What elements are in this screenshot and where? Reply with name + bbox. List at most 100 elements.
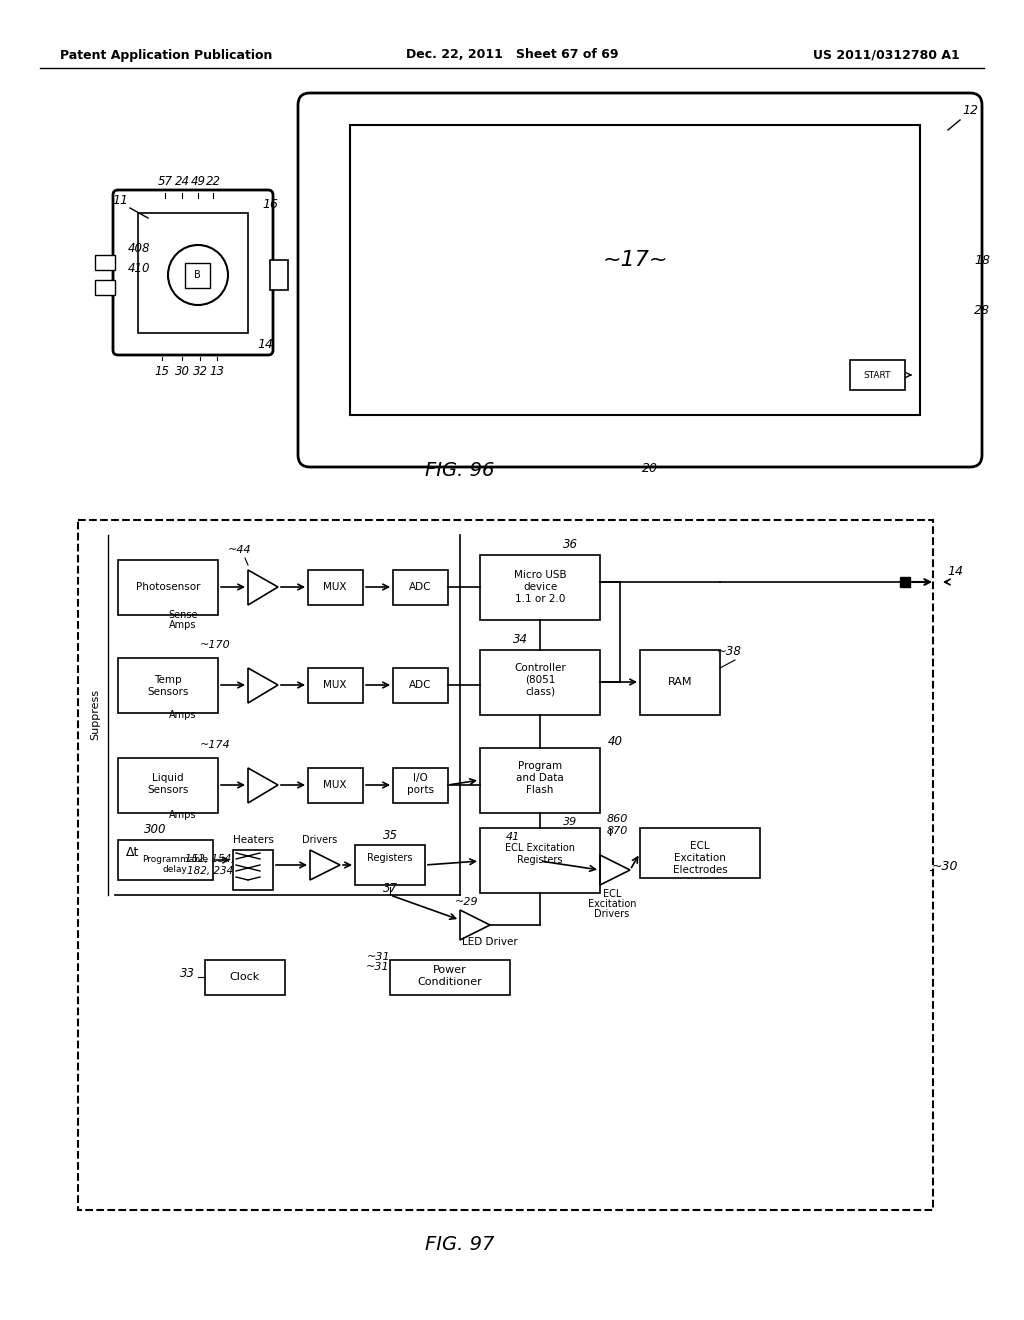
Text: Electrodes: Electrodes — [673, 865, 727, 875]
Text: Amps: Amps — [169, 620, 197, 630]
Text: 33: 33 — [180, 968, 195, 979]
Text: Heaters: Heaters — [232, 836, 273, 845]
Text: class): class) — [525, 686, 555, 697]
Text: Registers: Registers — [517, 855, 563, 865]
FancyBboxPatch shape — [480, 554, 600, 620]
Text: 37: 37 — [383, 882, 397, 895]
FancyBboxPatch shape — [393, 570, 449, 605]
Text: ~38: ~38 — [717, 645, 742, 657]
FancyBboxPatch shape — [640, 828, 760, 878]
Text: 16: 16 — [262, 198, 278, 211]
Text: 18: 18 — [974, 253, 990, 267]
FancyBboxPatch shape — [393, 768, 449, 803]
Text: 14: 14 — [257, 338, 273, 351]
Text: Temp: Temp — [155, 675, 182, 685]
Text: RAM: RAM — [668, 677, 692, 686]
Text: Clock: Clock — [229, 972, 260, 982]
Text: 28: 28 — [974, 304, 990, 317]
FancyBboxPatch shape — [393, 668, 449, 704]
Text: ports: ports — [407, 785, 433, 795]
Text: ECL: ECL — [690, 841, 710, 851]
FancyBboxPatch shape — [138, 213, 248, 333]
Text: Δt: Δt — [126, 846, 139, 858]
Text: 15: 15 — [155, 366, 170, 378]
Text: Patent Application Publication: Patent Application Publication — [60, 49, 272, 62]
Text: Program: Program — [518, 762, 562, 771]
Text: 408: 408 — [128, 242, 150, 255]
FancyBboxPatch shape — [118, 758, 218, 813]
Text: Drivers: Drivers — [594, 909, 630, 919]
Text: Programmable: Programmable — [142, 855, 208, 865]
FancyBboxPatch shape — [95, 280, 115, 294]
Text: Amps: Amps — [169, 810, 197, 820]
Text: (8051: (8051 — [525, 675, 555, 685]
Text: Amps: Amps — [169, 710, 197, 719]
Text: Sensors: Sensors — [147, 686, 188, 697]
FancyBboxPatch shape — [95, 255, 115, 271]
Text: Excitation: Excitation — [588, 899, 636, 909]
FancyBboxPatch shape — [480, 748, 600, 813]
Text: 24: 24 — [174, 176, 189, 187]
Text: 12: 12 — [962, 103, 978, 116]
Text: and Data: and Data — [516, 774, 564, 783]
FancyBboxPatch shape — [480, 828, 600, 894]
Text: ~30: ~30 — [932, 861, 958, 873]
FancyBboxPatch shape — [308, 668, 362, 704]
FancyBboxPatch shape — [78, 520, 933, 1210]
Text: Registers: Registers — [368, 853, 413, 863]
FancyBboxPatch shape — [113, 190, 273, 355]
Text: 860: 860 — [606, 814, 628, 824]
FancyBboxPatch shape — [355, 845, 425, 884]
Text: Suppress: Suppress — [90, 689, 100, 741]
Text: 36: 36 — [562, 539, 578, 550]
Text: ECL Excitation: ECL Excitation — [505, 843, 575, 853]
Text: 182, 234: 182, 234 — [186, 866, 233, 876]
Text: 57: 57 — [158, 176, 172, 187]
Text: START: START — [863, 371, 891, 380]
Text: Dec. 22, 2011   Sheet 67 of 69: Dec. 22, 2011 Sheet 67 of 69 — [406, 49, 618, 62]
Text: Power: Power — [433, 965, 467, 975]
Text: 41: 41 — [506, 832, 520, 842]
Text: 40: 40 — [607, 735, 623, 748]
Text: Flash: Flash — [526, 785, 554, 795]
Text: 13: 13 — [210, 366, 224, 378]
Text: Photosensor: Photosensor — [136, 582, 201, 591]
FancyBboxPatch shape — [390, 960, 510, 995]
Text: 35: 35 — [383, 829, 397, 842]
Text: 20: 20 — [642, 462, 658, 474]
FancyBboxPatch shape — [185, 263, 210, 288]
Text: ~174: ~174 — [200, 741, 230, 750]
Text: ~31: ~31 — [367, 952, 390, 962]
FancyBboxPatch shape — [640, 649, 720, 715]
Text: device: device — [523, 582, 557, 591]
Text: Sense: Sense — [168, 610, 198, 620]
Text: Drivers: Drivers — [302, 836, 338, 845]
FancyBboxPatch shape — [298, 92, 982, 467]
Text: 30: 30 — [174, 366, 189, 378]
FancyBboxPatch shape — [205, 960, 285, 995]
FancyBboxPatch shape — [350, 125, 920, 414]
Text: ADC: ADC — [409, 680, 431, 690]
Text: US 2011/0312780 A1: US 2011/0312780 A1 — [813, 49, 961, 62]
Text: 152, 154,: 152, 154, — [185, 854, 234, 865]
Text: Controller: Controller — [514, 663, 566, 673]
Text: Liquid: Liquid — [153, 774, 184, 783]
Text: delay: delay — [163, 866, 187, 874]
FancyBboxPatch shape — [118, 840, 213, 880]
Text: MUX: MUX — [324, 582, 347, 591]
Text: ECL: ECL — [603, 888, 622, 899]
Text: 34: 34 — [512, 634, 527, 645]
Text: I/O: I/O — [413, 774, 427, 783]
Text: 300: 300 — [143, 822, 166, 836]
FancyBboxPatch shape — [270, 260, 288, 290]
Text: ADC: ADC — [409, 582, 431, 591]
FancyBboxPatch shape — [233, 850, 273, 890]
Text: 39: 39 — [563, 817, 578, 828]
Text: Conditioner: Conditioner — [418, 977, 482, 987]
FancyBboxPatch shape — [308, 570, 362, 605]
Text: 870: 870 — [606, 826, 628, 836]
Text: ~170: ~170 — [200, 640, 230, 649]
Text: ~17~: ~17~ — [602, 249, 668, 271]
Text: FIG. 96: FIG. 96 — [425, 461, 495, 479]
FancyBboxPatch shape — [480, 649, 600, 715]
